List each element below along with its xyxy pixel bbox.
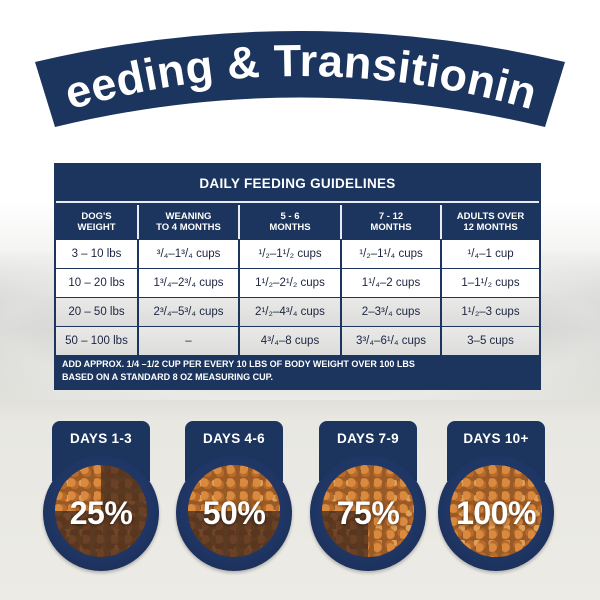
amount-cell: ¹/₂–1¹/₂ cups (240, 240, 342, 268)
kibble-bowl-icon: 75% (310, 455, 426, 571)
table-footnote: ADD APPROX. 1/4 –1/2 CUP PER EVERY 10 LB… (62, 359, 415, 382)
weight-cell: 10 – 20 lbs (56, 269, 139, 297)
amount-cell: 1¹/₂–2¹/₂ cups (240, 269, 342, 297)
amount-cell: 3³/₄–6¹/₄ cups (342, 327, 442, 355)
feeding-guidelines-table: DAILY FEEDING GUIDELINES DOG'S WEIGHT WE… (54, 163, 541, 390)
badge-percent: 50% (202, 494, 266, 531)
badge-percent: 75% (336, 494, 400, 531)
weight-cell: 50 – 100 lbs (56, 327, 139, 355)
table-row: 50 – 100 lbs – 4³/₄–8 cups 3³/₄–6¹/₄ cup… (56, 326, 539, 355)
transition-badge-days-1-3: DAYS 1-3 25% (41, 421, 161, 573)
amount-cell: 2³/₄–5³/₄ cups (139, 298, 240, 326)
weight-cell: 20 – 50 lbs (56, 298, 139, 326)
kibble-bowl-icon: 25% (43, 455, 159, 571)
transition-badge-days-4-6: DAYS 4-6 50% (174, 421, 294, 573)
kibble-bowl-icon: 100% (438, 455, 554, 571)
amount-cell: 2¹/₂–4³/₄ cups (240, 298, 342, 326)
amount-cell: 2–3³/₄ cups (342, 298, 442, 326)
header-5-6-months: 5 - 6 MONTHS (240, 205, 342, 239)
banner-ribbon-shape: Feeding & Transitioning (0, 0, 565, 127)
weight-cell: 3 – 10 lbs (56, 240, 139, 268)
table-title: DAILY FEEDING GUIDELINES (56, 165, 539, 203)
amount-cell: – (139, 327, 240, 355)
transition-badge-days-10-plus: DAYS 10+ 100% (436, 421, 556, 573)
table-row: 3 – 10 lbs ³/₄–1³/₄ cups ¹/₂–1¹/₂ cups ¹… (56, 239, 539, 268)
amount-cell: 1¹/₄–2 cups (342, 269, 442, 297)
amount-cell: 3–5 cups (442, 327, 539, 355)
table-row: 10 – 20 lbs 1³/₄–2³/₄ cups 1¹/₂–2¹/₂ cup… (56, 268, 539, 297)
badge-percent: 25% (69, 494, 133, 531)
amount-cell: 4³/₄–8 cups (240, 327, 342, 355)
header-dogs-weight: DOG'S WEIGHT (56, 205, 139, 239)
kibble-bowl-icon: 50% (176, 455, 292, 571)
header-adults: ADULTS OVER 12 MONTHS (456, 211, 525, 233)
amount-cell: 1–1¹/₂ cups (442, 269, 539, 297)
amount-cell: ¹/₂–1¹/₄ cups (342, 240, 442, 268)
badge-percent: 100% (456, 494, 536, 531)
table-header-row: DOG'S WEIGHT WEANING TO 4 MONTHS 5 - 6 M… (56, 205, 539, 239)
amount-cell: ¹/₄–1 cup (442, 240, 539, 268)
amount-cell: ³/₄–1³/₄ cups (139, 240, 240, 268)
table-body: 3 – 10 lbs ³/₄–1³/₄ cups ¹/₂–1¹/₂ cups ¹… (56, 239, 539, 355)
header-weaning: WEANING TO 4 MONTHS (139, 205, 240, 239)
transition-badge-days-7-9: DAYS 7-9 75% (308, 421, 428, 573)
title-banner: Feeding & Transitioning (0, 0, 600, 150)
amount-cell: 1³/₄–2³/₄ cups (139, 269, 240, 297)
table-row: 20 – 50 lbs 2³/₄–5³/₄ cups 2¹/₂–4³/₄ cup… (56, 297, 539, 326)
amount-cell: 1¹/₂–3 cups (442, 298, 539, 326)
header-7-12-months: 7 - 12 MONTHS (342, 205, 442, 239)
